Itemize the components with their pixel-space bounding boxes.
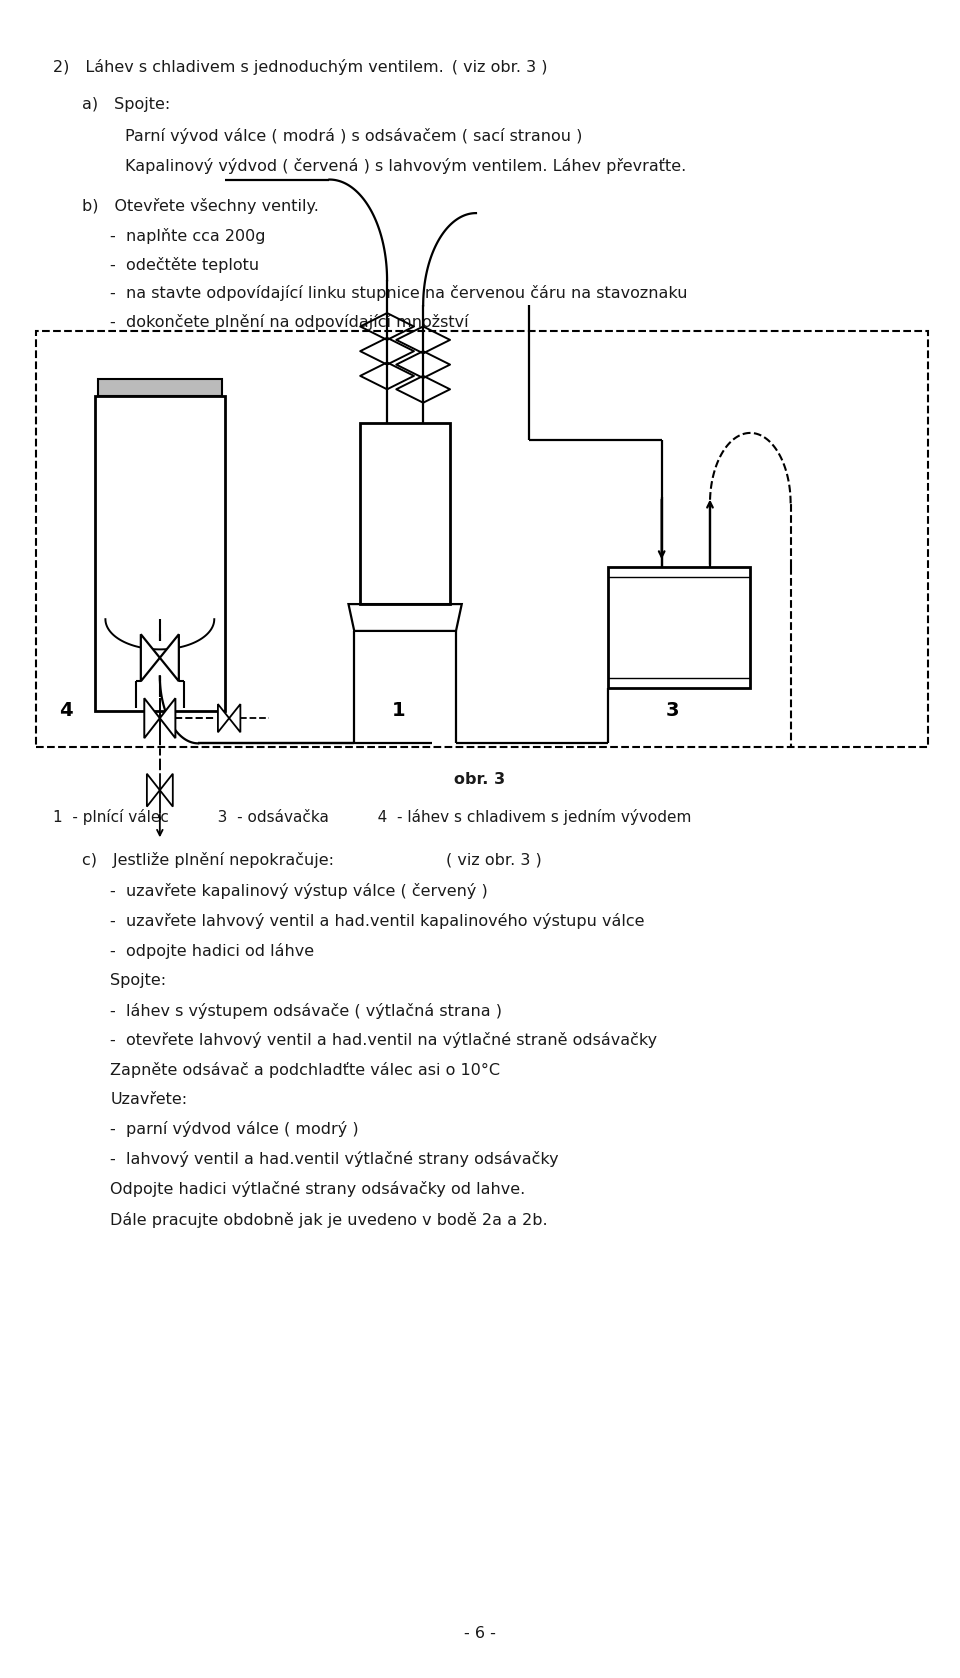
Text: - 6 -: - 6 - [464, 1626, 496, 1641]
Text: -  uzavřete lahvový ventil a had.ventil kapalinového výstupu válce: - uzavřete lahvový ventil a had.ventil k… [110, 913, 645, 930]
Text: 3: 3 [665, 701, 679, 720]
Text: -  odečtěte teplotu: - odečtěte teplotu [110, 257, 259, 274]
Polygon shape [159, 698, 176, 738]
Text: 1  - plnící válec          3  - odsávačka          4  - láhev s chladivem s jedn: 1 - plnící válec 3 - odsávačka 4 - láhev… [53, 809, 691, 826]
Text: 1: 1 [392, 701, 405, 720]
Text: 2) Láhev s chladivem s jednoduchým ventilem. ( viz obr. 3 ): 2) Láhev s chladivem s jednoduchým venti… [53, 59, 547, 76]
Bar [608, 567, 750, 688]
Text: -  naplňte cca 200g: - naplňte cca 200g [110, 228, 266, 245]
Polygon shape [144, 698, 159, 738]
Text: Uzavřete:: Uzavřete: [110, 1092, 187, 1107]
Text: Dále pracujte obdobně jak je uvedeno v bodě 2a a 2b.: Dále pracujte obdobně jak je uvedeno v b… [110, 1212, 548, 1228]
Text: -  lahvový ventil a had.ventil výtlačné strany odsávačky: - lahvový ventil a had.ventil výtlačné s… [110, 1151, 559, 1168]
Text: b) Otevřete všechny ventily.: b) Otevřete všechny ventily. [82, 198, 319, 215]
Bar [360, 423, 450, 604]
Text: a) Spojte:: a) Spojte: [82, 97, 170, 112]
Text: -  uzavřete kapalinový výstup válce ( červený ): - uzavřete kapalinový výstup válce ( čer… [110, 883, 488, 899]
Text: Parní vývod válce ( modrá ) s odsávačem ( sací stranou ): Parní vývod válce ( modrá ) s odsávačem … [125, 128, 582, 144]
Text: Zapněte odsávač a podchladťte válec asi o 10°C: Zapněte odsávač a podchladťte válec asi … [110, 1062, 500, 1079]
Text: -  odpojte hadici od láhve: - odpojte hadici od láhve [110, 943, 315, 960]
Text: Odpojte hadici výtlačné strany odsávačky od lahve.: Odpojte hadici výtlačné strany odsávačky… [110, 1181, 526, 1198]
Polygon shape [141, 634, 159, 681]
Text: -  láhev s výstupem odsávače ( výtlačná strana ): - láhev s výstupem odsávače ( výtlačná s… [110, 1003, 502, 1020]
Polygon shape [159, 634, 179, 681]
Text: c) Jestliže plnění nepokračuje:       ( viz obr. 3 ): c) Jestliže plnění nepokračuje: ( viz ob… [82, 852, 541, 869]
Bar [36, 331, 928, 747]
Text: Spojte:: Spojte: [110, 973, 166, 988]
Bar [95, 396, 225, 711]
Text: -  na stavte odpovídající linku stupnice na červenou čáru na stavoznaku: - na stavte odpovídající linku stupnice … [110, 285, 688, 302]
Polygon shape [147, 774, 159, 807]
Text: Kapalinový výdvod ( červená ) s lahvovým ventilem. Láhev převraťte.: Kapalinový výdvod ( červená ) s lahvovým… [125, 158, 686, 175]
Bar [98, 379, 222, 396]
Text: -  parní výdvod válce ( modrý ): - parní výdvod válce ( modrý ) [110, 1121, 359, 1138]
Polygon shape [159, 774, 173, 807]
Text: -  dokončete plnění na odpovídající množství: - dokončete plnění na odpovídající množs… [110, 314, 469, 331]
Polygon shape [218, 705, 229, 732]
Polygon shape [229, 705, 240, 732]
Text: 4: 4 [60, 701, 73, 720]
Text: obr. 3: obr. 3 [454, 772, 506, 787]
Text: -  otevřete lahvový ventil a had.ventil na výtlačné straně odsávačky: - otevřete lahvový ventil a had.ventil n… [110, 1032, 658, 1049]
